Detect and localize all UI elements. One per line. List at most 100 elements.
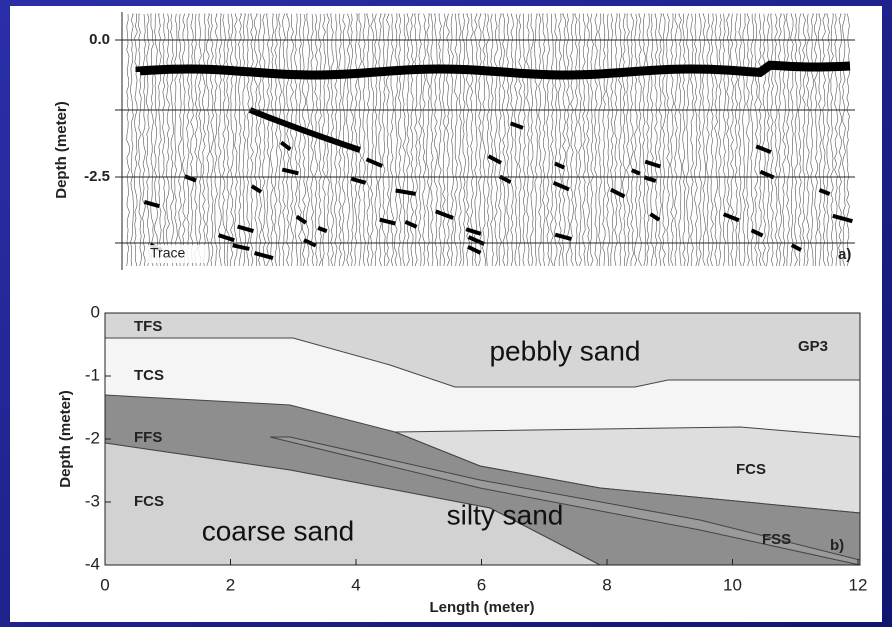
trace (306, 13, 310, 267)
trace (378, 13, 382, 267)
trace (178, 13, 182, 267)
trace (150, 13, 154, 267)
trace (262, 13, 266, 267)
region-label: FFS (134, 429, 162, 446)
trace (766, 13, 770, 267)
trace (154, 13, 158, 267)
trace (382, 13, 386, 267)
trace (198, 13, 202, 267)
trace (646, 13, 650, 267)
trace (534, 13, 538, 267)
trace (370, 13, 374, 267)
trace (186, 13, 190, 267)
trace (214, 13, 218, 267)
trace (662, 13, 666, 267)
trace (454, 13, 458, 267)
trace (482, 13, 486, 267)
trace (818, 13, 822, 267)
trace (566, 13, 570, 267)
y-tick-label: -3 (85, 491, 100, 510)
trace (678, 13, 682, 267)
trace (822, 13, 826, 267)
trace (478, 13, 482, 267)
trace (290, 13, 294, 267)
trace (618, 13, 622, 267)
trace (282, 13, 286, 267)
trace (362, 13, 366, 267)
trace (210, 13, 214, 267)
trace (338, 13, 342, 266)
trace (826, 13, 830, 267)
trace (234, 13, 238, 267)
cross-section (104, 312, 861, 566)
y-axis-label: Depth (meter) (53, 101, 70, 199)
event (217, 233, 235, 243)
event (295, 214, 308, 225)
trace (502, 13, 506, 267)
trace (414, 13, 418, 267)
event (254, 251, 274, 260)
trace (498, 13, 502, 267)
trace (786, 13, 790, 266)
y-tick-label: -4 (85, 554, 100, 573)
region-label: GP3 (798, 338, 828, 355)
region-label: FCS (736, 461, 766, 478)
trace (754, 13, 758, 267)
trace (402, 13, 406, 267)
event (232, 243, 250, 251)
trace (470, 13, 474, 267)
trace (358, 13, 362, 267)
reflector (248, 107, 361, 153)
trace (774, 13, 778, 267)
event (818, 188, 831, 196)
trace (550, 13, 554, 267)
trace (562, 13, 566, 267)
trace (746, 13, 750, 267)
trace (794, 13, 798, 267)
region-label: FCS (134, 493, 164, 510)
trace (542, 13, 546, 267)
trace (366, 13, 370, 267)
trace (138, 13, 142, 267)
trace (514, 13, 518, 267)
event (281, 167, 299, 176)
description: pebbly sand (489, 335, 640, 366)
trace (462, 13, 466, 267)
trace (170, 13, 174, 267)
event (759, 169, 775, 180)
region-label: FSS (762, 531, 791, 548)
trace (254, 13, 258, 267)
trace (686, 13, 690, 267)
trace (738, 13, 742, 267)
trace (278, 13, 282, 267)
y-tick-label: 0 (91, 302, 100, 321)
region-label: TCS (134, 367, 164, 384)
trace (722, 13, 726, 267)
trace (250, 13, 254, 267)
trace (182, 13, 186, 267)
trace (342, 13, 346, 267)
event (755, 144, 772, 154)
trace (230, 13, 234, 267)
trace (302, 13, 306, 267)
trace (190, 13, 194, 267)
x-tick-label: 8 (602, 575, 611, 594)
trace (558, 13, 562, 267)
trace (622, 13, 626, 267)
panel-a-lines (115, 12, 855, 270)
trace (510, 13, 514, 267)
trace (582, 13, 586, 267)
x-tick-label: 4 (351, 575, 360, 594)
event (509, 121, 524, 130)
trace (450, 13, 454, 267)
trace (294, 13, 298, 267)
x-tick-label: 12 (849, 575, 868, 594)
event (832, 213, 853, 224)
trace (206, 13, 210, 267)
trace (518, 13, 522, 267)
event (250, 184, 263, 194)
trace (418, 13, 422, 267)
trace (830, 13, 834, 267)
trace (798, 13, 802, 267)
trace (750, 13, 754, 267)
